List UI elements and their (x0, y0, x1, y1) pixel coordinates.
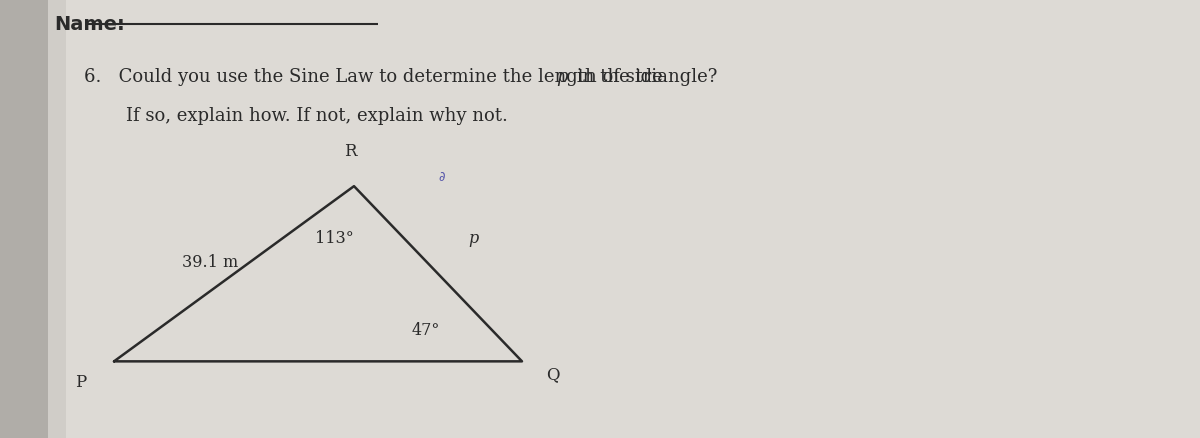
Bar (48, 0, 66, 438)
Text: 39.1 m: 39.1 m (182, 254, 238, 271)
Text: If so, explain how. If not, explain why not.: If so, explain how. If not, explain why … (126, 107, 508, 125)
Text: 113°: 113° (316, 230, 354, 247)
Text: P: P (76, 374, 86, 392)
Text: p: p (557, 67, 568, 86)
Text: p: p (468, 230, 479, 247)
Text: Q: Q (546, 366, 559, 383)
Text: R: R (344, 143, 356, 160)
Text: 6.   Could you use the Sine Law to determine the length of side: 6. Could you use the Sine Law to determi… (84, 67, 668, 86)
Bar (0, 0, 48, 438)
Text: Name:: Name: (54, 14, 125, 34)
Text: $\partial$: $\partial$ (438, 171, 445, 184)
Text: 47°: 47° (412, 322, 440, 339)
Text: in the triangle?: in the triangle? (571, 67, 718, 86)
